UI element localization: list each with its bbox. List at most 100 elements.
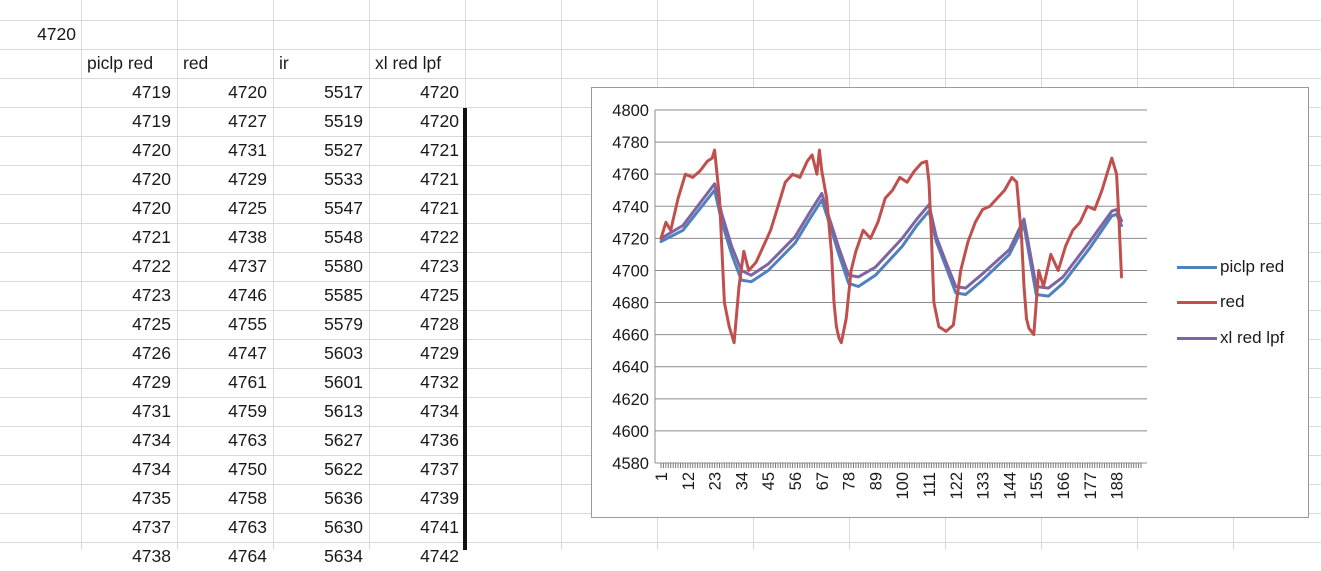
table-cell[interactable]: 5579 [324,314,363,334]
chart-area[interactable]: 4800 4780 4760 4740 4720 4700 4680 4660 4640 4620… [591,87,1309,518]
legend-swatch [1177,266,1217,269]
table-cell[interactable]: 4720 [420,82,459,102]
table-cell[interactable]: 4728 [420,314,459,334]
y-tick-label: 4740 [612,198,649,216]
x-tick-label: 23 [707,472,725,490]
x-tick-label: 177 [1082,472,1100,500]
table-cell[interactable]: 5517 [324,82,363,102]
table-cell[interactable]: 4755 [228,314,267,334]
column-header[interactable]: ir [279,53,289,73]
table-cell[interactable]: 4731 [228,140,267,160]
table-cell[interactable]: 4738 [132,546,171,566]
table-cell[interactable]: 4722 [132,256,171,276]
y-tick-label: 4640 [612,359,649,377]
table-cell[interactable]: 4727 [228,111,267,131]
table-cell[interactable]: 4720 [132,198,171,218]
series-line-piclp-red [659,188,1123,298]
table-cell[interactable]: 4758 [228,488,267,508]
table-cell[interactable]: 4729 [228,169,267,189]
table-cell[interactable]: 5533 [324,169,363,189]
table-cell[interactable]: 5622 [324,459,363,479]
table-cell[interactable]: 4734 [132,459,171,479]
table-cell[interactable]: 4737 [420,459,459,479]
column-header[interactable]: xl red lpf [375,53,442,73]
column-header[interactable]: piclp red [87,53,154,73]
table-cell[interactable]: 5527 [324,140,363,160]
y-tick-label: 4720 [612,230,649,248]
table-cell[interactable]: 4739 [420,488,459,508]
table-cell[interactable]: 5601 [324,372,363,392]
table-cell[interactable]: 5634 [324,546,363,566]
table-cell[interactable]: 5630 [324,517,363,537]
table-cell[interactable]: 4746 [228,285,267,305]
table-cell[interactable]: 4729 [132,372,171,392]
table-cell[interactable]: 4721 [420,169,459,189]
table-cell[interactable]: 4721 [132,227,171,247]
table-cell[interactable]: 5627 [324,430,363,450]
table-cell[interactable]: 4734 [420,401,459,421]
table-cell[interactable]: 5548 [324,227,363,247]
table-cell[interactable]: 4747 [228,343,267,363]
legend-label: piclp red [1220,257,1285,276]
table-cell[interactable]: 4736 [420,430,459,450]
table-cell[interactable]: 4720 [228,82,267,102]
table-cell[interactable]: 4764 [228,546,267,566]
table-cell[interactable]: 4742 [420,546,459,566]
x-tick-label: 67 [814,472,832,490]
x-tick-label: 122 [948,472,966,500]
table-cell[interactable]: 4761 [228,372,267,392]
table-cell[interactable]: 4732 [420,372,459,392]
table-cell[interactable]: 4729 [420,343,459,363]
table-cell[interactable]: 4741 [420,517,459,537]
x-tick-label: 12 [680,472,698,490]
x-tick-label: 111 [921,472,939,497]
table-cell[interactable]: 4737 [228,256,267,276]
table-cell[interactable]: 4725 [420,285,459,305]
table-cell[interactable]: 4720 [132,140,171,160]
table-cell[interactable]: 4719 [132,111,171,131]
table-cell[interactable]: 4721 [420,140,459,160]
x-tick-label: 188 [1109,472,1127,500]
table-cell[interactable]: 4726 [132,343,171,363]
y-tick-label: 4600 [612,423,649,441]
table-cell[interactable]: 5603 [324,343,363,363]
y-tick-label: 4620 [612,391,649,409]
cell-top-value[interactable]: 4720 [37,24,76,44]
table-cell[interactable]: 4737 [132,517,171,537]
table-cell[interactable]: 5519 [324,111,363,131]
table-cell[interactable]: 4725 [132,314,171,334]
y-tick-label: 4760 [612,166,649,184]
y-tick-label: 4700 [612,262,649,280]
table-cell[interactable]: 4738 [228,227,267,247]
table-cell[interactable]: 5580 [324,256,363,276]
x-tick-label: 155 [1028,472,1046,500]
x-tick-label: 100 [894,472,912,500]
table-cell[interactable]: 4723 [132,285,171,305]
table-cell[interactable]: 4719 [132,82,171,102]
table-cell[interactable]: 4722 [420,227,459,247]
table-cell[interactable]: 5585 [324,285,363,305]
table-cell[interactable]: 4725 [228,198,267,218]
column-header[interactable]: red [183,53,209,73]
x-axis-ticks [660,463,1142,468]
y-tick-label: 4780 [612,134,649,152]
table-cell[interactable]: 4759 [228,401,267,421]
table-cell[interactable]: 4763 [228,430,267,450]
table-cell[interactable]: 5547 [324,198,363,218]
legend-label: red [1220,292,1245,311]
table-cell[interactable]: 4734 [132,430,171,450]
table-cell[interactable]: 4750 [228,459,267,479]
table-cell[interactable]: 4723 [420,256,459,276]
x-tick-label: 56 [787,472,805,490]
x-tick-label: 166 [1055,472,1073,500]
legend-label: xl red lpf [1220,328,1285,347]
table-cell[interactable]: 4721 [420,198,459,218]
table-cell[interactable]: 4735 [132,488,171,508]
table-cell[interactable]: 4720 [132,169,171,189]
table-cell[interactable]: 5636 [324,488,363,508]
table-cell[interactable]: 4731 [132,401,171,421]
table-cell[interactable]: 5613 [324,401,363,421]
table-cell[interactable]: 4720 [420,111,459,131]
x-tick-label: 45 [760,472,778,490]
table-cell[interactable]: 4763 [228,517,267,537]
